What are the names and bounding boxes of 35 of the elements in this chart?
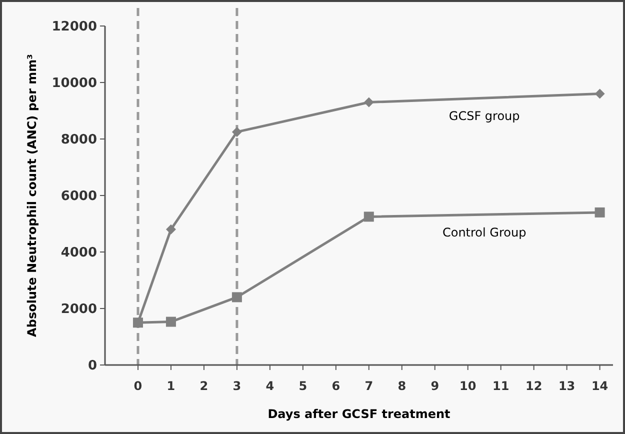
x-tick-label: 11 <box>492 379 510 393</box>
series-label: GCSF group <box>448 109 520 124</box>
x-tick-label: 2 <box>200 379 208 393</box>
x-tick-label: 5 <box>298 379 308 393</box>
y-tick-label: 10000 <box>52 76 97 92</box>
x-tick-label: 12 <box>525 379 542 393</box>
x-tick-label: 7 <box>364 379 374 393</box>
point <box>166 224 176 234</box>
point <box>364 97 374 108</box>
x-tick-label: 13 <box>558 379 576 393</box>
x-tick-label: 9 <box>430 379 440 393</box>
x-tick-label: 0 <box>134 379 142 393</box>
x-tick-label: 6 <box>332 379 340 393</box>
point <box>594 88 605 99</box>
x-tick-label: 8 <box>398 379 406 393</box>
point <box>232 292 242 302</box>
x-tick-label: 4 <box>266 379 274 393</box>
point <box>594 207 605 218</box>
x-tick-label: 14 <box>591 379 608 393</box>
x-axis-title: Days after GCSF treatment <box>268 407 451 421</box>
y-axis-title: Absolute Neutrophil count (ANC) per mm³ <box>25 54 39 337</box>
y-tick-label: 4000 <box>60 246 97 261</box>
x-tick-label: 3 <box>232 379 242 393</box>
point <box>132 318 143 328</box>
x-tick-label: 1 <box>166 379 176 393</box>
y-tick-label: 8000 <box>60 132 97 148</box>
y-tick-label: 0 <box>88 358 97 374</box>
series-label: Control Group <box>442 226 526 240</box>
y-tick-label: 12000 <box>52 20 97 35</box>
y-tick-label: 2000 <box>60 302 97 318</box>
point <box>364 212 374 222</box>
point <box>232 126 242 137</box>
y-tick-label: 6000 <box>60 189 97 204</box>
x-tick-label: 10 <box>460 379 476 393</box>
point <box>166 316 176 327</box>
